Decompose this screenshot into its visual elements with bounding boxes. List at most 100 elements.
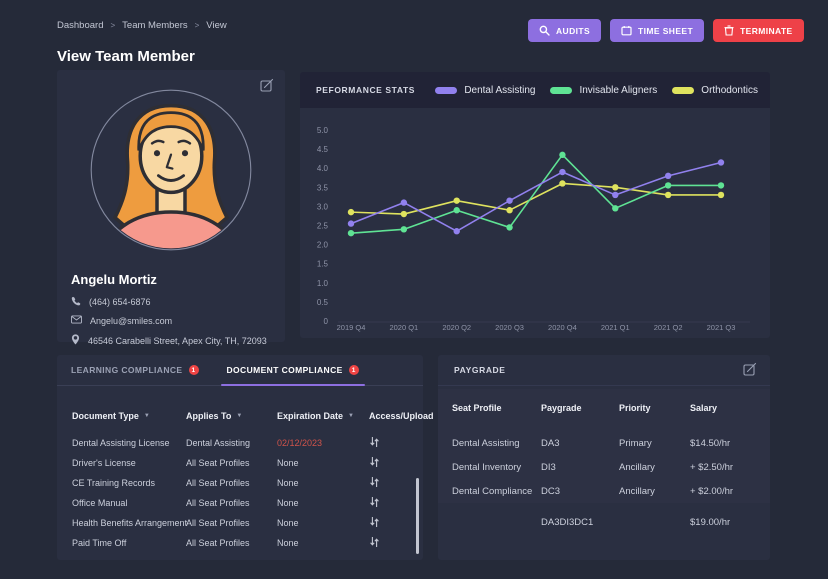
audits-button-label: AUDITS <box>556 25 591 36</box>
priority-cell: Primary <box>619 437 652 449</box>
breadcrumb: Dashboard > Team Members > View <box>57 20 227 31</box>
audits-button[interactable]: AUDITS <box>528 19 602 42</box>
applies-to-cell: All Seat Profiles <box>186 518 250 528</box>
profile-card: Angelu Mortiz (464) 654-6876 Angelu@smil… <box>57 70 285 346</box>
time-sheet-button-label: TIME SHEET <box>638 25 694 36</box>
x-tick-label: 2020 Q3 <box>495 323 524 332</box>
y-tick-label: 2.0 <box>317 241 329 250</box>
performance-stats-header: PEFORMANCE STATS Dental Assisting Invisab… <box>300 72 770 108</box>
breadcrumb-dashboard[interactable]: Dashboard <box>57 20 104 31</box>
download-upload-icon[interactable] <box>369 536 380 551</box>
table-row: Paid Time Off All Seat Profiles None <box>57 533 423 553</box>
series-line-invisable-aligners <box>350 154 721 234</box>
vertical-scrollbar[interactable] <box>416 478 419 554</box>
column-header-label: Expiration Date <box>277 411 344 421</box>
paygrade-header: PAYGRADE <box>438 355 770 386</box>
y-tick-label: 4.5 <box>317 145 329 154</box>
email-icon <box>71 315 82 326</box>
performance-stats-title: PEFORMANCE STATS <box>316 85 416 95</box>
paygrade-total-code: DA3DI3DC1 <box>541 517 594 528</box>
paygrade-total-salary: $19.00/hr <box>690 517 731 528</box>
email-row: Angelu@smiles.com <box>71 315 172 326</box>
legend-item-orthodontics: Orthodontics <box>672 85 758 96</box>
data-point <box>453 207 460 214</box>
y-tick-label: 1.0 <box>317 279 329 288</box>
legend-item-invisable-aligners: Invisable Aligners <box>550 85 657 96</box>
column-header-type[interactable]: Document Type ▼ <box>72 411 150 421</box>
data-point <box>506 207 513 214</box>
column-header-applies[interactable]: Applies To ▼ <box>186 411 242 421</box>
data-point <box>506 197 513 204</box>
expiration-date-cell: 02/12/2023 <box>277 438 323 448</box>
chevron-right-icon: > <box>110 21 116 30</box>
table-row: Health Benefits Arrangement All Seat Prof… <box>57 513 423 533</box>
phone-icon <box>71 296 81 308</box>
legend-label: Dental Assisting <box>464 84 536 96</box>
seat-profile-cell: Dental Compliance <box>452 485 533 497</box>
paygrade-table-header: Seat Profile Paygrade Priority Salary <box>438 395 770 421</box>
download-upload-icon[interactable] <box>369 496 380 511</box>
expiration-date-cell: None <box>277 458 299 468</box>
data-point <box>347 229 355 237</box>
applies-to-cell: All Seat Profiles <box>186 498 250 508</box>
table-row: Driver's License All Seat Profiles None <box>57 453 423 473</box>
calendar-icon <box>621 25 632 36</box>
y-tick-label: 2.5 <box>317 222 329 231</box>
time-sheet-button[interactable]: TIME SHEET <box>610 19 705 42</box>
salary-cell: + $2.50/hr <box>690 461 734 473</box>
table-row: Dental Assisting License Dental Assisting… <box>57 433 423 453</box>
doc-type-cell: Paid Time Off <box>72 538 127 548</box>
paygrade-row: Dental Compliance DC3 Ancillary + $2.00/hr <box>438 479 770 503</box>
download-upload-icon[interactable] <box>369 476 380 491</box>
breadcrumb-view[interactable]: View <box>206 20 227 31</box>
legend-label: Orthodontics <box>701 84 758 96</box>
data-point <box>400 210 408 218</box>
tab-learning-compliance[interactable]: LEARNING COMPLIANCE 1 <box>57 355 213 385</box>
breadcrumb-team-members[interactable]: Team Members <box>122 20 188 31</box>
trash-icon <box>724 25 734 36</box>
tab-label: DOCUMENT COMPLIANCE <box>226 365 343 375</box>
paygrade-column-header-priority: Priority <box>619 403 651 413</box>
column-header-label: Applies To <box>186 411 232 421</box>
column-header-access: Access/Upload <box>369 411 434 421</box>
column-header-label: Access/Upload <box>369 411 434 421</box>
download-upload-icon[interactable] <box>369 436 380 451</box>
member-email: Angelu@smiles.com <box>90 315 173 326</box>
y-tick-label: 0.5 <box>317 298 329 307</box>
performance-line-chart: 0 0.5 1.0 1.5 2.0 2.5 3.0 3.5 4.0 4.5 5.0 2019 Q4 20… <box>317 126 750 332</box>
avatar <box>87 86 255 254</box>
column-header-exp[interactable]: Expiration Date ▼ <box>277 411 354 421</box>
x-tick-label: 2020 Q2 <box>442 323 471 332</box>
data-point <box>612 205 619 212</box>
x-tick-label: 2021 Q2 <box>654 323 683 332</box>
data-point <box>717 182 725 189</box>
y-tick-label: 3.5 <box>317 183 329 192</box>
doc-type-cell: CE Training Records <box>72 478 156 488</box>
sort-chevron-icon: ▼ <box>143 413 150 419</box>
priority-cell: Ancillary <box>619 485 655 497</box>
doc-type-cell: Driver's License <box>72 458 136 468</box>
address-row: 46546 Carabelli Street, Apex City, TH, 7… <box>71 334 267 347</box>
terminate-button[interactable]: TERMINATE <box>713 19 804 42</box>
paygrade-column-header-seat: Seat Profile <box>452 403 502 413</box>
tab-document-compliance[interactable]: DOCUMENT COMPLIANCE 1 <box>213 355 373 386</box>
data-point <box>400 199 408 206</box>
data-point <box>453 228 460 235</box>
sort-chevron-icon: ▼ <box>348 413 354 419</box>
data-point <box>347 220 355 227</box>
document-table-header: Document Type ▼ Applies To ▼ Expiration Date… <box>57 405 434 427</box>
edit-profile-icon[interactable] <box>259 78 275 94</box>
legend-label: Invisable Aligners <box>579 84 658 96</box>
data-point <box>612 191 619 199</box>
data-point <box>559 168 566 176</box>
data-point <box>717 159 725 166</box>
alert-badge: 1 <box>188 365 199 375</box>
salary-cell: $14.50/hr <box>690 437 731 449</box>
download-upload-icon[interactable] <box>369 456 380 471</box>
download-upload-icon[interactable] <box>369 516 380 531</box>
legend-swatch-icon <box>672 86 695 94</box>
compliance-card: LEARNING COMPLIANCE 1 DOCUMENT COMPLIANCE 1… <box>57 355 434 560</box>
action-buttons: AUDITS TIME SHEET TERMINATE <box>528 19 804 42</box>
edit-paygrade-icon[interactable] <box>742 362 758 378</box>
